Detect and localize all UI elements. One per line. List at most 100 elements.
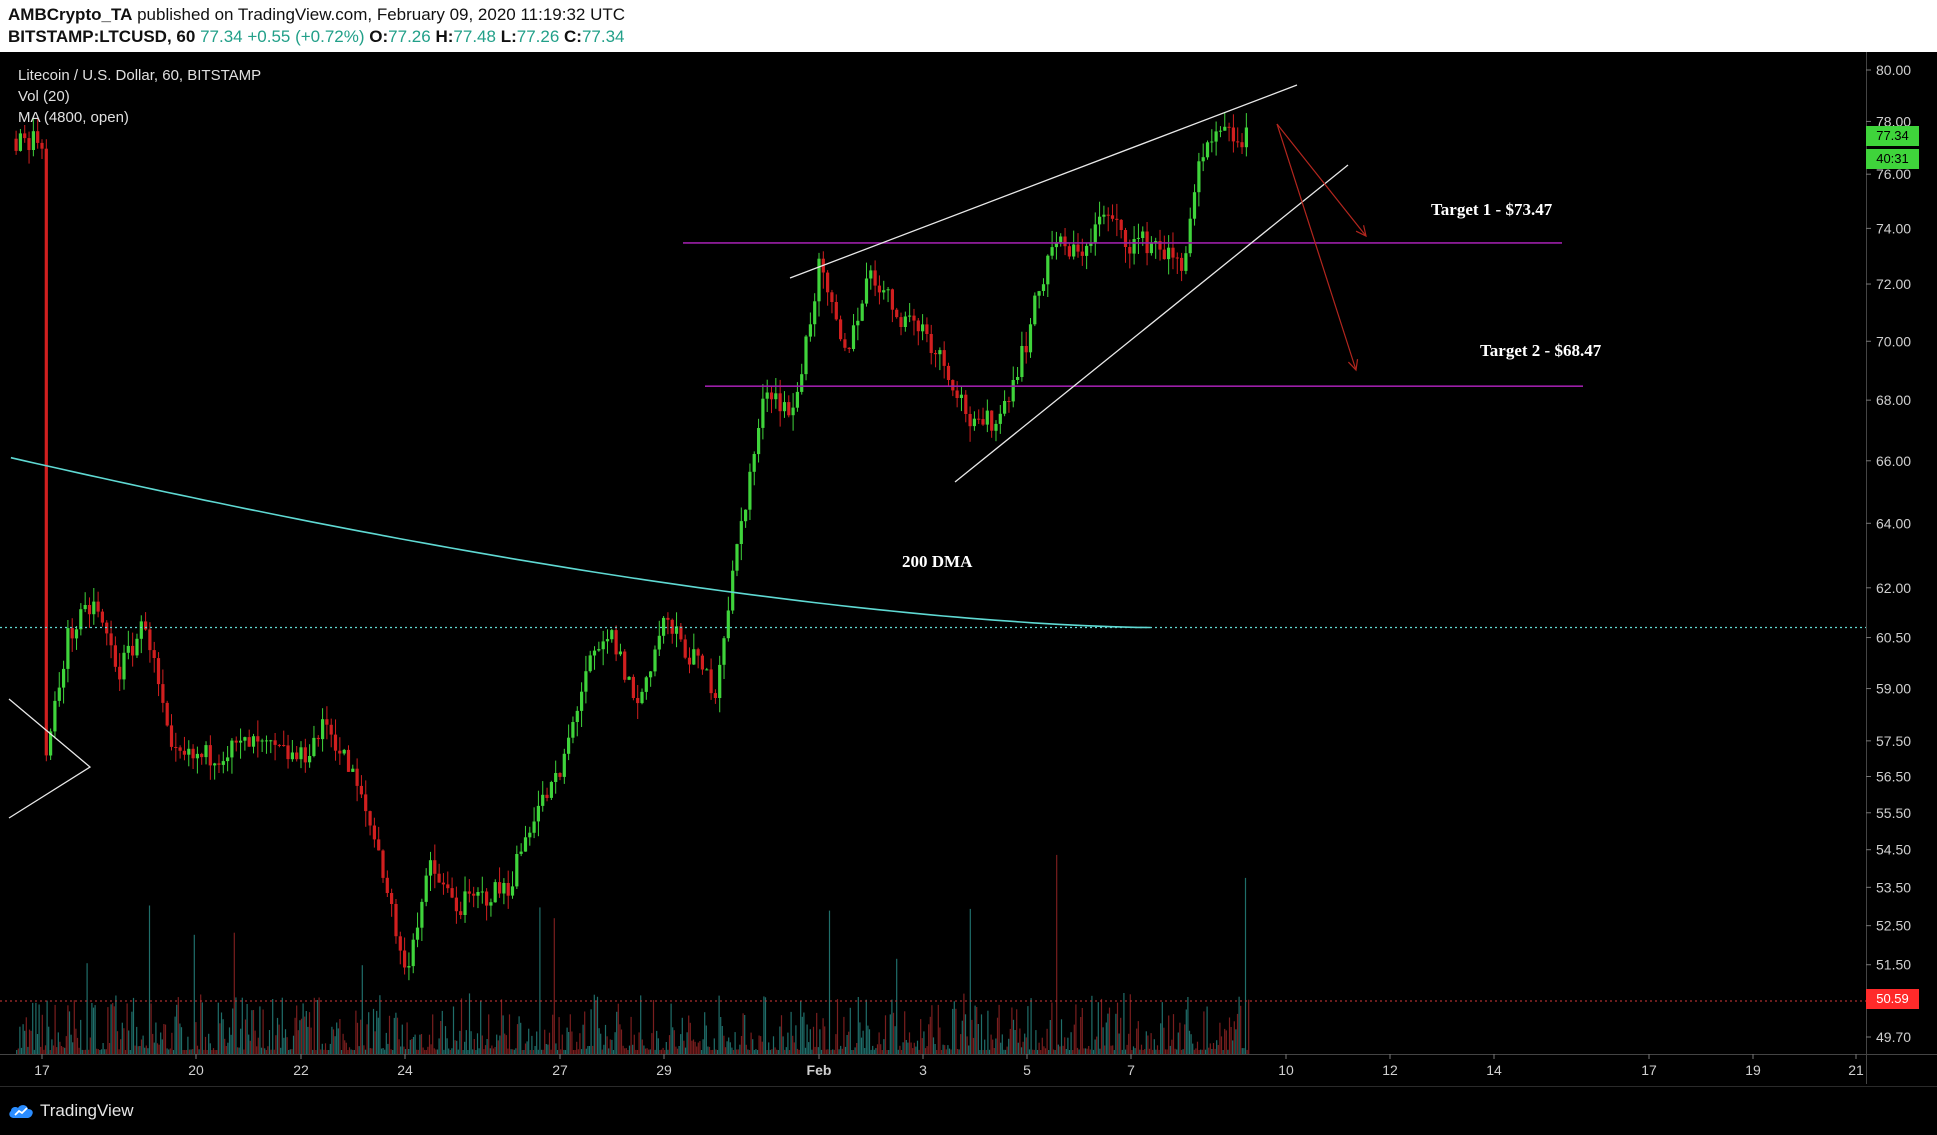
candle[interactable] <box>536 805 540 822</box>
candle[interactable] <box>640 691 644 704</box>
candle[interactable] <box>277 744 281 746</box>
price-tick-label[interactable]: 52.50 <box>1876 918 1911 934</box>
candle[interactable] <box>808 324 812 337</box>
time-tick-label[interactable]: 17 <box>1641 1062 1657 1078</box>
candle[interactable] <box>523 837 528 852</box>
candle[interactable] <box>260 740 264 742</box>
candle[interactable] <box>204 745 208 758</box>
candle[interactable] <box>1003 401 1007 414</box>
price-tick-label[interactable]: 68.00 <box>1876 392 1911 408</box>
candle[interactable] <box>493 882 497 903</box>
time-tick-label[interactable]: 17 <box>34 1062 50 1078</box>
candle[interactable] <box>359 785 363 795</box>
candle[interactable] <box>1020 346 1024 377</box>
candle[interactable] <box>571 722 575 738</box>
candle[interactable] <box>908 315 912 317</box>
candle[interactable] <box>864 278 869 304</box>
candle[interactable] <box>251 736 256 747</box>
projection-arrow-1[interactable] <box>1276 123 1367 237</box>
candle[interactable] <box>545 794 549 798</box>
candle[interactable] <box>597 649 601 651</box>
candle[interactable] <box>588 655 592 672</box>
candle[interactable] <box>377 839 381 851</box>
candle[interactable] <box>135 638 139 656</box>
candle[interactable] <box>1197 161 1201 193</box>
time-tick-label[interactable]: Feb <box>807 1062 832 1078</box>
candle[interactable] <box>558 773 562 777</box>
projection-arrow-2[interactable] <box>1276 123 1357 371</box>
candle[interactable] <box>912 315 916 321</box>
price-tick-label[interactable]: 62.00 <box>1876 580 1911 596</box>
candle[interactable] <box>765 392 769 399</box>
candle[interactable] <box>217 763 221 765</box>
candle[interactable] <box>1158 241 1162 250</box>
candle[interactable] <box>964 394 968 414</box>
candle[interactable] <box>381 850 385 878</box>
candle[interactable] <box>49 731 53 756</box>
candle[interactable] <box>100 611 104 623</box>
candle[interactable] <box>1141 231 1145 239</box>
candle[interactable] <box>644 677 648 692</box>
candle[interactable] <box>40 142 44 149</box>
candle[interactable] <box>290 752 294 760</box>
candle[interactable] <box>144 621 148 630</box>
candle[interactable] <box>1123 230 1128 247</box>
candle[interactable] <box>532 821 536 833</box>
candle[interactable] <box>403 950 407 968</box>
time-tick-label[interactable]: 10 <box>1278 1062 1294 1078</box>
price-tick-label[interactable]: 54.50 <box>1876 842 1911 858</box>
price-tick-label[interactable]: 53.50 <box>1876 879 1911 895</box>
price-tick-label[interactable]: 78.00 <box>1876 113 1911 129</box>
candle[interactable] <box>1214 131 1218 142</box>
candle[interactable] <box>1201 157 1205 162</box>
candle[interactable] <box>87 605 92 615</box>
candle[interactable] <box>817 258 821 302</box>
candle[interactable] <box>66 628 70 669</box>
candle[interactable] <box>1076 244 1080 252</box>
candle[interactable] <box>856 320 860 326</box>
target-1-label[interactable]: Target 1 - $73.47 <box>1431 200 1553 219</box>
price-tick-label[interactable]: 64.00 <box>1876 515 1911 531</box>
candle[interactable] <box>187 748 191 755</box>
candle[interactable] <box>1119 219 1123 230</box>
candle[interactable] <box>342 749 346 754</box>
candle[interactable] <box>1154 241 1158 244</box>
candle[interactable] <box>1192 192 1197 219</box>
price-tick-label[interactable]: 49.70 <box>1876 1029 1911 1045</box>
candle[interactable] <box>977 418 981 420</box>
candle[interactable] <box>830 292 834 302</box>
candle[interactable] <box>1240 142 1244 148</box>
candle[interactable] <box>126 645 130 653</box>
candle[interactable] <box>122 652 126 680</box>
candle[interactable] <box>554 773 558 782</box>
candle[interactable] <box>834 302 838 320</box>
candle[interactable] <box>739 521 743 544</box>
candle[interactable] <box>955 390 959 399</box>
volume-indicator-label[interactable]: Vol (20) <box>18 88 70 105</box>
moving-average-line[interactable] <box>10 456 1151 629</box>
candle[interactable] <box>933 353 938 355</box>
candle[interactable] <box>368 811 372 826</box>
candle[interactable] <box>709 669 713 694</box>
candle[interactable] <box>424 875 428 902</box>
candle[interactable] <box>1050 247 1054 256</box>
candle[interactable] <box>925 324 929 334</box>
price-tick-label[interactable]: 74.00 <box>1876 220 1911 236</box>
time-tick-label[interactable]: 24 <box>397 1062 413 1078</box>
candle[interactable] <box>994 423 998 431</box>
candle[interactable] <box>998 413 1002 424</box>
candle[interactable] <box>420 901 424 928</box>
candle[interactable] <box>549 782 553 798</box>
candle[interactable] <box>968 414 972 427</box>
price-tick-label[interactable]: 60.50 <box>1876 630 1911 646</box>
candle[interactable] <box>62 668 66 688</box>
time-tick-label[interactable]: 7 <box>1127 1062 1135 1078</box>
candle[interactable] <box>329 724 333 735</box>
candle[interactable] <box>195 753 199 759</box>
candle[interactable] <box>1244 127 1248 148</box>
candle[interactable] <box>929 334 933 353</box>
candle[interactable] <box>118 666 122 680</box>
triangle-pattern[interactable] <box>8 698 92 819</box>
candle[interactable] <box>761 398 765 428</box>
candle[interactable] <box>718 664 722 698</box>
